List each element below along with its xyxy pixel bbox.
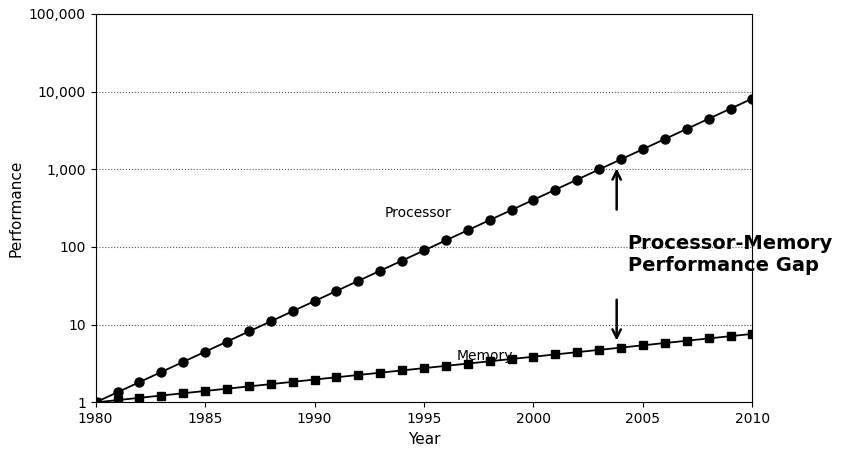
Text: Processor: Processor [385,207,451,220]
Text: Processor-Memory
Performance Gap: Processor-Memory Performance Gap [627,234,833,275]
Text: Memory: Memory [457,349,514,363]
X-axis label: Year: Year [408,432,440,447]
Y-axis label: Performance: Performance [8,159,24,257]
